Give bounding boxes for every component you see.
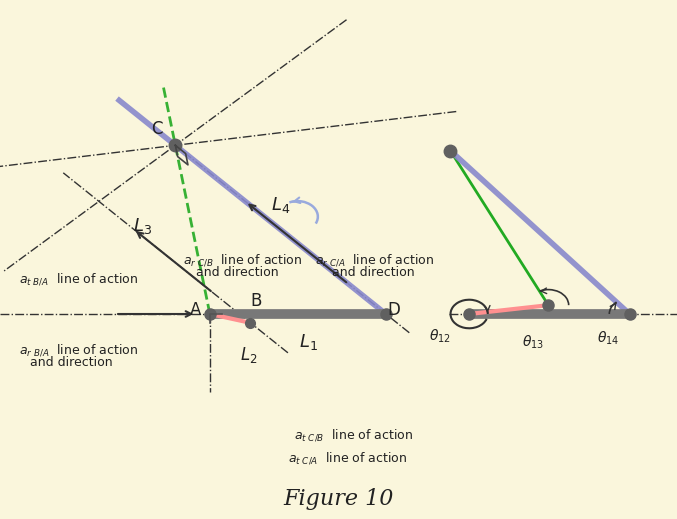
Text: $\theta_{13}$: $\theta_{13}$ [523,334,544,351]
Text: $a_{t\ B/A}$  line of action: $a_{t\ B/A}$ line of action [19,272,138,288]
Text: $a_{t\ C/B}$  line of action: $a_{t\ C/B}$ line of action [294,427,414,443]
Text: and direction: and direction [196,266,279,279]
Text: Figure 10: Figure 10 [283,488,394,510]
Text: $\theta_{12}$: $\theta_{12}$ [429,327,451,345]
Text: D: D [387,301,400,319]
Text: C: C [151,119,162,138]
Text: B: B [250,292,262,310]
Text: $\theta_{14}$: $\theta_{14}$ [597,330,619,347]
Text: $L_2$: $L_2$ [240,345,258,365]
Text: $a_{r\ C/B}$  line of action: $a_{r\ C/B}$ line of action [183,253,302,268]
Text: and direction: and direction [30,356,113,369]
Text: $L_3$: $L_3$ [133,216,152,236]
Text: and direction: and direction [332,266,414,279]
Text: $L_1$: $L_1$ [299,332,318,352]
Text: $a_{r\ B/A}$  line of action: $a_{r\ B/A}$ line of action [19,342,138,358]
Text: $a_{r\ C/A}$  line of action: $a_{r\ C/A}$ line of action [315,253,434,268]
Text: A: A [190,301,202,319]
Text: $L_4$: $L_4$ [271,195,290,215]
Text: $a_{t\ C/A}$  line of action: $a_{t\ C/A}$ line of action [288,450,407,466]
